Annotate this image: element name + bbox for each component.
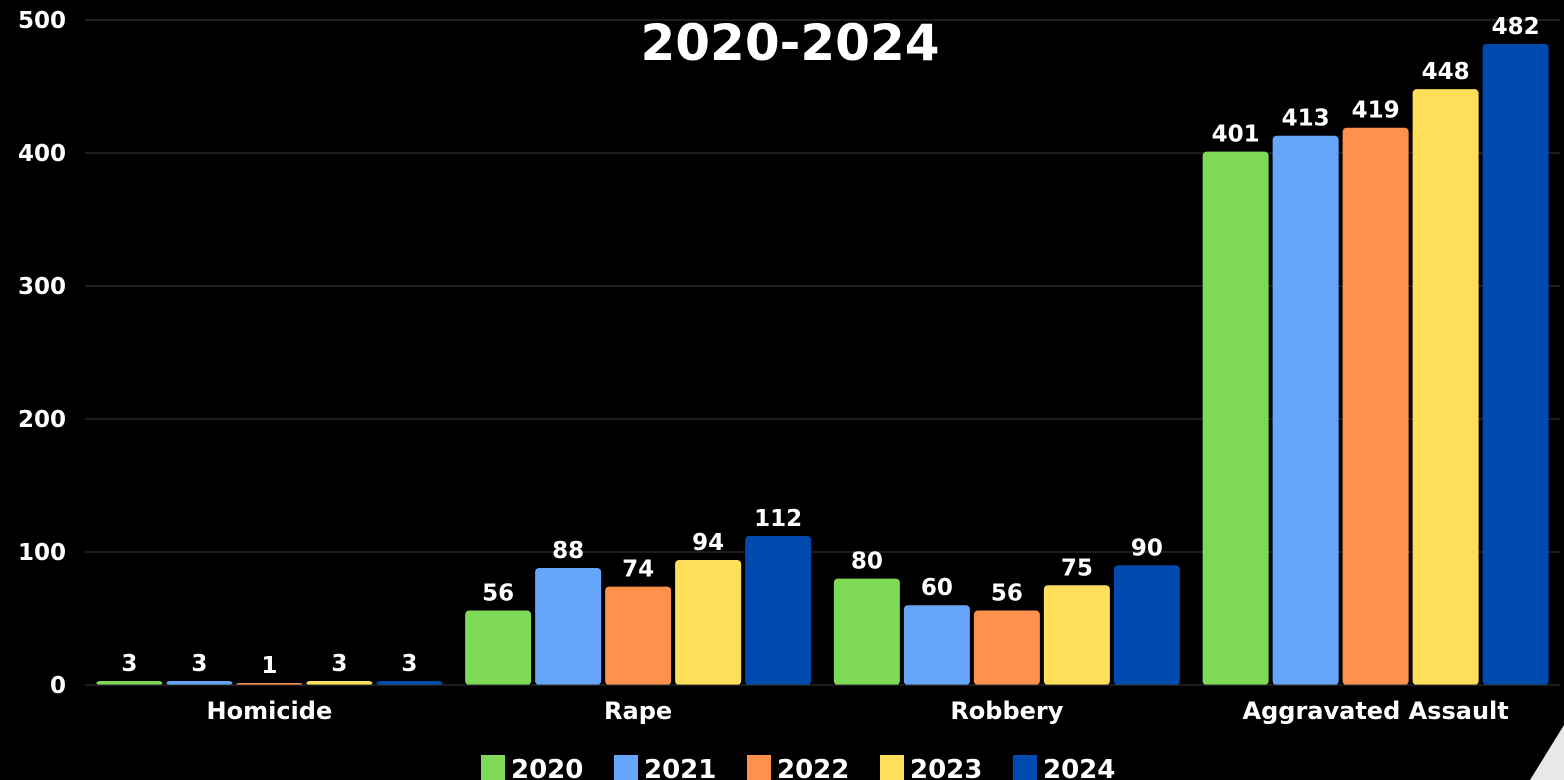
- x-axis: Homicide Rape Robbery Aggravated Assault: [85, 684, 1560, 725]
- bar: [833, 578, 900, 685]
- data-label: 3: [121, 651, 137, 677]
- bar: [376, 681, 443, 685]
- data-label: 90: [1131, 535, 1163, 561]
- bar: [465, 610, 532, 685]
- y-tick-label: 0: [50, 673, 66, 699]
- data-label: 3: [191, 651, 207, 677]
- x-tick-label: Rape: [604, 697, 672, 725]
- data-label: 419: [1352, 98, 1400, 124]
- data-label: 3: [331, 651, 347, 677]
- bar: [605, 586, 672, 685]
- bar: [535, 567, 602, 685]
- data-label: 413: [1282, 106, 1330, 132]
- bar: [96, 681, 163, 685]
- data-label: 482: [1492, 14, 1540, 40]
- bar: [1482, 43, 1549, 685]
- legend-swatch: [880, 755, 904, 780]
- bar: [745, 536, 812, 685]
- bar: [1202, 151, 1269, 686]
- data-label: 401: [1212, 122, 1260, 148]
- x-tick-label: Homicide: [207, 697, 333, 725]
- gridlines: [85, 19, 1560, 553]
- corner-decoration: [1530, 725, 1564, 780]
- bar: [1113, 565, 1180, 685]
- y-axis: 0 100 200 300 400 500: [18, 8, 66, 699]
- bar: [1043, 585, 1110, 685]
- legend-label: 2024: [1043, 755, 1115, 780]
- chart-title: 2020-2024: [640, 14, 939, 72]
- y-tick-label: 400: [18, 141, 66, 167]
- legend-label: 2023: [910, 755, 982, 780]
- bar: [1272, 135, 1339, 685]
- data-label: 56: [991, 581, 1023, 607]
- bar: [306, 681, 373, 685]
- data-label: 88: [552, 538, 584, 564]
- data-label: 80: [851, 549, 883, 575]
- y-tick-label: 300: [18, 274, 66, 300]
- legend-label: 2022: [777, 755, 849, 780]
- bar: [973, 610, 1040, 685]
- bar: [903, 605, 970, 685]
- data-label: 112: [754, 506, 802, 532]
- bar: [1342, 127, 1409, 686]
- x-tick-label: Aggravated Assault: [1243, 697, 1509, 725]
- data-label: 94: [692, 530, 724, 556]
- data-label: 74: [622, 557, 654, 583]
- data-label: 3: [401, 651, 417, 677]
- data-label: 448: [1422, 59, 1470, 85]
- legend-swatch: [747, 755, 771, 780]
- y-tick-label: 500: [18, 8, 66, 34]
- y-tick-label: 200: [18, 407, 66, 433]
- legend-swatch: [1013, 755, 1037, 780]
- bar: [166, 681, 233, 685]
- bar: [675, 559, 742, 685]
- legend-swatch: [614, 755, 638, 780]
- bar: [1412, 89, 1479, 685]
- legend-label: 2021: [644, 755, 716, 780]
- data-label: 56: [482, 581, 514, 607]
- data-label: 60: [921, 575, 953, 601]
- legend-swatch: [481, 755, 505, 780]
- x-tick-label: Robbery: [950, 697, 1063, 725]
- data-label: 75: [1061, 555, 1093, 581]
- legend: 2020 2021 2022 2023 2024: [481, 755, 1115, 780]
- bars: 3 3 1 3 3 56 88 74 94 112 80 60 56 75 90 401 413 419 448 48…: [96, 14, 1549, 686]
- legend-label: 2020: [511, 755, 583, 780]
- y-tick-label: 100: [18, 540, 66, 566]
- data-label: 1: [261, 653, 277, 679]
